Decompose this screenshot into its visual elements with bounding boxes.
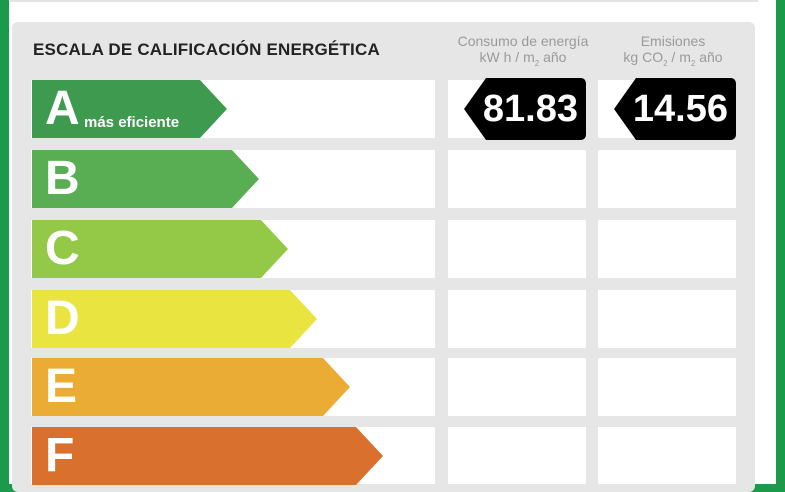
consumption-cell-b xyxy=(448,150,586,208)
class-a-arrow: A más eficiente xyxy=(32,80,227,138)
consumption-header-unit: kW h / m2 año xyxy=(479,49,567,68)
emissions-cell-e xyxy=(598,358,736,416)
consumption-cell-f xyxy=(448,427,586,484)
emissions-cell-f xyxy=(598,427,736,484)
class-f-arrow: F xyxy=(32,427,383,485)
scale-title: ESCALA DE CALIFICACIÓN ENERGÉTICA xyxy=(33,40,380,59)
class-b-arrow: B xyxy=(32,150,259,208)
class-f-letter: F xyxy=(45,429,75,482)
consumption-cell-c xyxy=(448,220,586,278)
class-d-arrow: D xyxy=(32,290,317,348)
class-e-arrow: E xyxy=(32,358,350,416)
consumption-value-badge: 81.83 xyxy=(464,78,586,140)
emissions-value: 14.56 xyxy=(632,88,728,130)
consumption-cell-e xyxy=(448,358,586,416)
class-c-arrow: C xyxy=(32,220,288,278)
class-c-letter: C xyxy=(45,222,80,275)
emissions-cell-b xyxy=(598,150,736,208)
emissions-header-unit: kg CO2 / m2 año xyxy=(623,49,723,68)
class-e-letter: E xyxy=(45,360,78,413)
class-a-letter: A xyxy=(45,82,80,135)
consumption-value: 81.83 xyxy=(482,88,578,130)
emissions-cell-d xyxy=(598,290,736,348)
emissions-header-line1: Emisiones xyxy=(640,33,706,49)
emissions-value-badge: 14.56 xyxy=(614,78,736,140)
consumption-header-line1: Consumo de energía xyxy=(457,33,589,49)
top-divider xyxy=(10,0,758,2)
most-efficient-label: más eficiente xyxy=(84,114,180,131)
emissions-column-header: Emisiones kg CO2 / m2 año xyxy=(598,33,748,72)
consumption-column-header: Consumo de energía kW h / m2 año xyxy=(448,33,598,72)
class-b-letter: B xyxy=(45,152,80,205)
consumption-cell-d xyxy=(448,290,586,348)
class-d-letter: D xyxy=(45,292,80,345)
emissions-cell-c xyxy=(598,220,736,278)
